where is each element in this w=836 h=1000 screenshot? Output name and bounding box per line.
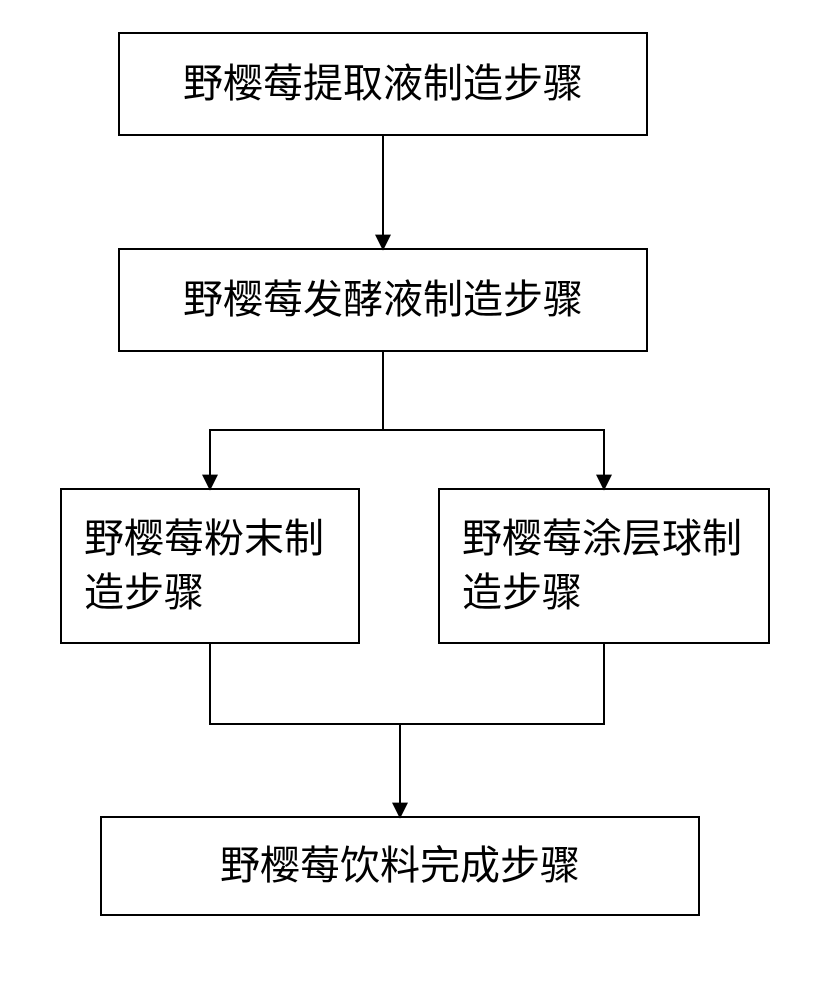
- node-extract-step: 野樱莓提取液制造步骤: [118, 32, 648, 136]
- node-ferment-step: 野樱莓发酵液制造步骤: [118, 248, 648, 352]
- node-powder-step: 野樱莓粉末制造步骤: [60, 488, 360, 644]
- node-beverage-complete-step: 野樱莓饮料完成步骤: [100, 816, 700, 916]
- node-coated-ball-step: 野樱莓涂层球制造步骤: [438, 488, 770, 644]
